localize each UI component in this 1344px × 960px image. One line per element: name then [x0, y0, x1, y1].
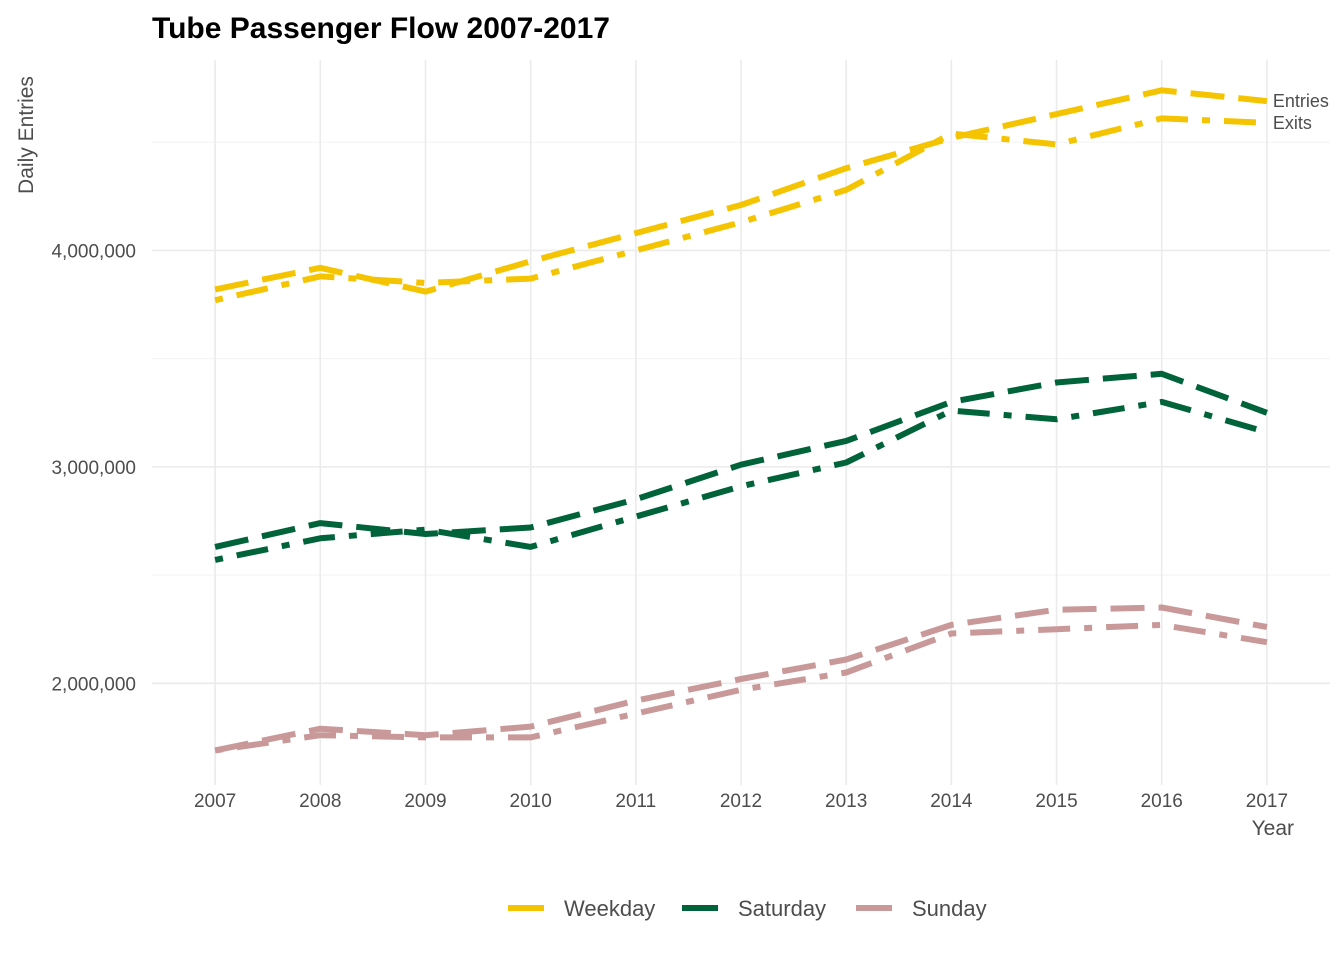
- series-lines: [214, 87, 1268, 754]
- x-tick-label: 2015: [1035, 791, 1077, 812]
- chart-title: Tube Passenger Flow 2007-2017: [152, 12, 610, 45]
- annotation-exits: Exits: [1273, 113, 1312, 133]
- x-tick-label: 2011: [615, 791, 656, 812]
- x-tick-label: 2016: [1141, 791, 1183, 812]
- x-tick-label: 2009: [404, 791, 446, 812]
- y-axis-tick-labels: 2,000,000 3,000,000 4,000,000: [51, 241, 136, 695]
- y-axis-title: Daily Entries: [15, 76, 38, 194]
- legend: Weekday Saturday Sunday: [508, 896, 987, 921]
- series-line-saturday-exits: [214, 398, 1268, 563]
- legend-label-weekday: Weekday: [564, 896, 655, 921]
- legend-label-saturday: Saturday: [738, 896, 826, 921]
- legend-label-sunday: Sunday: [912, 896, 987, 921]
- y-tick-label: 3,000,000: [51, 458, 136, 479]
- series-line-weekday-exits: [214, 115, 1268, 304]
- x-tick-label: 2010: [510, 791, 552, 812]
- x-axis-title: Year: [1252, 817, 1294, 840]
- series-line-sunday-entries: [214, 604, 1268, 754]
- series-line-weekday-entries: [214, 87, 1268, 295]
- x-tick-label: 2017: [1246, 791, 1288, 812]
- series-line-sunday-exits: [214, 621, 1268, 754]
- x-tick-label: 2014: [930, 791, 973, 812]
- x-tick-label: 2008: [299, 791, 341, 812]
- annotation-entries: Entries: [1273, 91, 1329, 111]
- series-line-saturday-entries: [214, 370, 1268, 550]
- x-tick-label: 2013: [825, 791, 867, 812]
- x-axis-tick-labels: 2007 2008 2009 2010 2011 2012 2013 2014 2015 2016…: [194, 791, 1288, 812]
- y-tick-label: 4,000,000: [51, 241, 136, 262]
- x-tick-label: 2007: [194, 791, 236, 812]
- y-tick-label: 2,000,000: [51, 674, 136, 695]
- x-tick-label: 2012: [720, 791, 762, 812]
